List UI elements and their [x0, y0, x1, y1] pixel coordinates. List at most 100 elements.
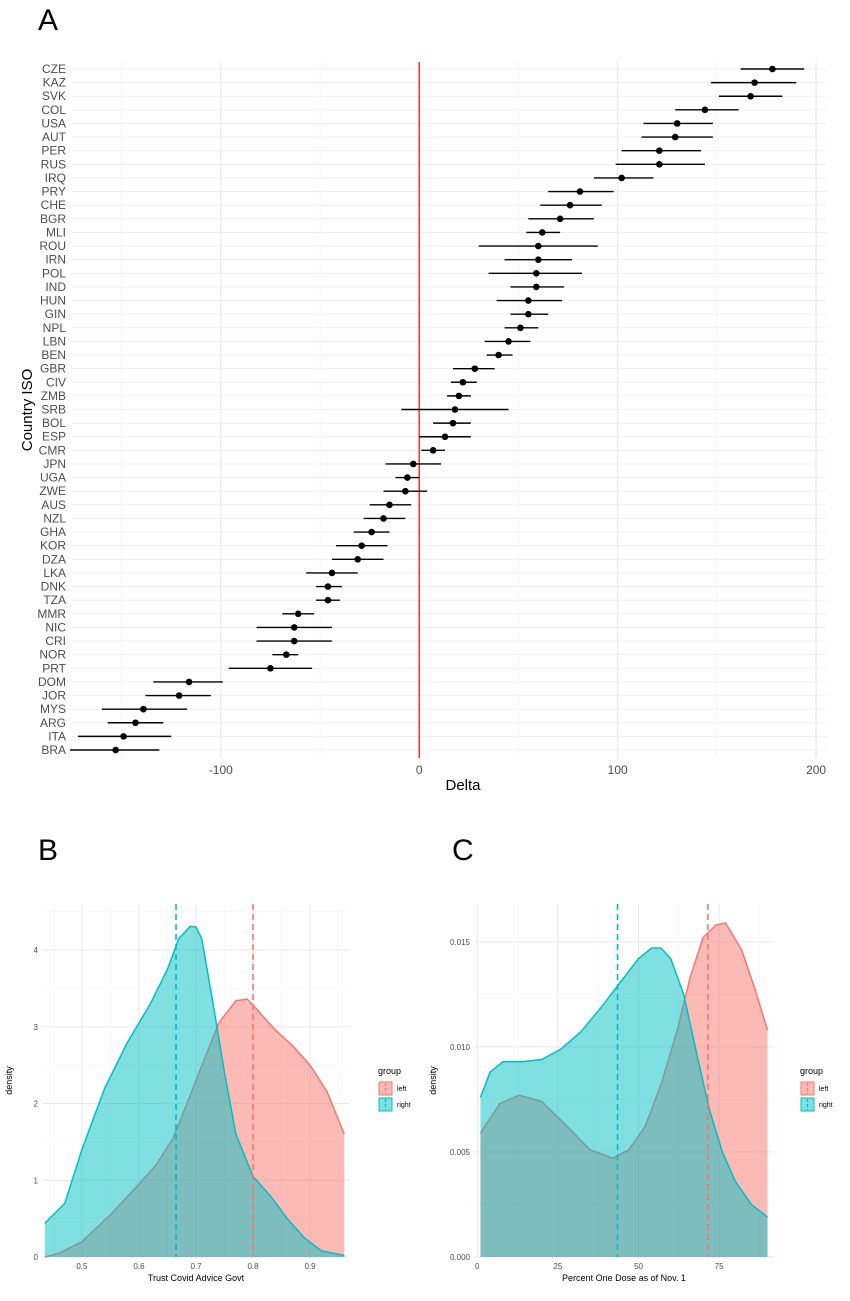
y-tick-label: POL [42, 266, 66, 280]
data-point [525, 297, 532, 304]
y-tick-label: MYS [40, 702, 66, 716]
legend-label-right: right [819, 1102, 833, 1109]
x-tick-label: 200 [806, 763, 826, 777]
y-tick-label: 4 [34, 946, 39, 955]
data-point [324, 596, 332, 604]
y-tick-label: DOM [38, 675, 66, 689]
y-tick-label: BEN [41, 348, 66, 362]
x-tick-label: 0 [416, 763, 423, 777]
density-line-right [44, 925, 345, 1257]
y-tick-label: KOR [40, 539, 66, 553]
x-tick-label: 0.9 [305, 1262, 317, 1271]
y-tick-label: BOL [42, 416, 66, 430]
y-tick-label: NIC [45, 620, 66, 634]
data-point [534, 256, 542, 263]
legend-label-left: left [819, 1086, 828, 1093]
y-tick-label: SVK [42, 89, 66, 103]
x-tick-label: 100 [608, 763, 628, 777]
y-tick-label: 3 [34, 1023, 39, 1032]
data-point [354, 556, 362, 563]
y-tick-label: ITA [48, 729, 66, 743]
y-axis-title: density [428, 1066, 438, 1095]
y-tick-label: TZA [43, 593, 66, 607]
y-axis-title: Country ISO [19, 369, 36, 452]
legend-label-right: right [397, 1102, 411, 1109]
legend-label-left: left [397, 1086, 406, 1093]
legend-title: group [800, 1066, 823, 1076]
x-tick-label: 0.5 [76, 1262, 88, 1271]
y-tick-label: DNK [41, 580, 66, 594]
x-axis-title: Trust Covid Advice Govt [148, 1273, 245, 1283]
data-point [358, 542, 365, 549]
y-tick-label: 0.005 [450, 1148, 471, 1157]
data-point [751, 79, 758, 86]
y-tick-label: GBR [40, 362, 66, 376]
data-point [455, 392, 463, 400]
y-axis-title: density [4, 1066, 14, 1095]
y-tick-label: LBN [43, 334, 66, 348]
data-point [517, 324, 524, 332]
data-point [132, 719, 139, 727]
data-point [525, 310, 532, 318]
y-tick-label: GHA [40, 525, 66, 539]
data-point [533, 270, 540, 277]
y-tick-label: RUS [41, 157, 66, 171]
data-point [324, 583, 332, 590]
x-tick-label: 0 [475, 1262, 480, 1271]
panel-label-c: C [452, 834, 474, 867]
data-point [175, 692, 183, 699]
y-tick-label: LKA [43, 566, 66, 580]
x-tick-label: 25 [553, 1262, 562, 1271]
data-point [556, 215, 564, 223]
y-tick-label: CRI [45, 634, 66, 648]
data-point [429, 447, 437, 454]
y-tick-label: 0 [34, 1253, 39, 1262]
y-tick-label: IND [45, 280, 66, 294]
data-point [656, 147, 663, 155]
data-point [459, 378, 467, 386]
data-point [449, 419, 457, 427]
y-tick-label: 0.000 [450, 1253, 471, 1262]
data-point [185, 678, 193, 686]
y-tick-label: JOR [42, 689, 66, 703]
y-tick-label: HUN [40, 294, 66, 308]
data-point [533, 283, 540, 291]
y-tick-label: IRN [45, 253, 66, 267]
y-tick-label: IRQ [45, 171, 66, 185]
panel-label-a: A [38, 4, 58, 37]
y-tick-label: DZA [42, 552, 66, 566]
density-area-right [44, 926, 345, 1257]
panel-label-b: B [38, 834, 58, 867]
x-axis-title: Delta [445, 777, 481, 794]
y-tick-label: USA [41, 116, 66, 130]
y-tick-label: COL [41, 103, 66, 117]
data-point [409, 460, 417, 468]
x-tick-label: 50 [634, 1262, 643, 1271]
data-point [534, 242, 542, 250]
x-axis-title: Percent One Dose as of Nov. 1 [562, 1273, 686, 1283]
y-tick-label: ZMB [41, 389, 66, 403]
y-tick-label: 0.010 [450, 1043, 471, 1052]
legend-title: group [378, 1066, 401, 1076]
data-point [673, 120, 681, 127]
y-tick-label: BRA [41, 743, 66, 757]
y-tick-label: 1 [34, 1176, 39, 1185]
y-tick-label: 0.015 [450, 938, 471, 947]
data-point [380, 515, 387, 522]
data-point [451, 406, 459, 413]
data-point [328, 569, 336, 577]
y-tick-label: AUT [42, 130, 67, 144]
data-point [140, 705, 147, 713]
y-tick-label: NZL [43, 511, 66, 525]
x-tick-label: 75 [715, 1262, 724, 1271]
data-point [386, 501, 393, 509]
y-tick-label: ZWE [39, 484, 66, 498]
panel-c-density-chart: 0 25 50 75 0.000 0.005 0.010 0.015 Percent One D… [428, 904, 833, 1283]
data-point [566, 201, 574, 209]
y-tick-label: CHE [41, 198, 66, 212]
data-point [290, 637, 298, 645]
y-tick-label: PER [41, 144, 66, 158]
data-point [120, 733, 127, 740]
x-tick-label: -100 [209, 763, 233, 777]
y-tick-label: CMR [39, 443, 67, 457]
